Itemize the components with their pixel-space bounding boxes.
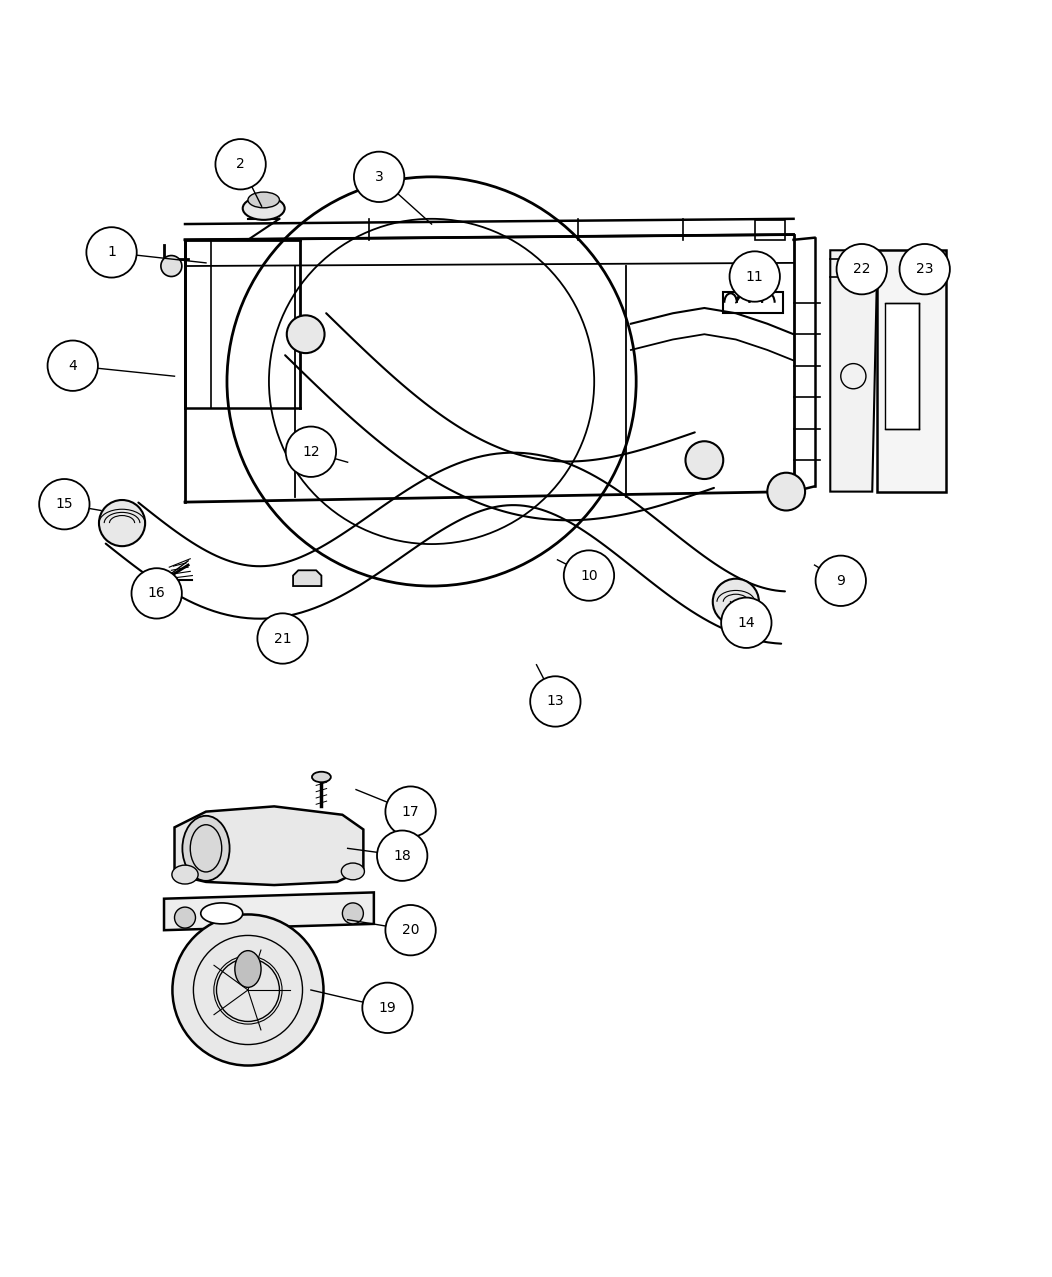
Circle shape bbox=[722, 598, 771, 647]
Circle shape bbox=[175, 907, 196, 928]
Text: 2: 2 bbox=[237, 157, 245, 171]
Polygon shape bbox=[877, 250, 946, 492]
Circle shape bbox=[729, 252, 780, 301]
Circle shape bbox=[815, 555, 866, 607]
Text: 15: 15 bbox=[56, 497, 74, 511]
Text: 13: 13 bbox=[547, 695, 564, 709]
Text: 3: 3 bbox=[375, 170, 384, 184]
Circle shape bbox=[530, 677, 581, 727]
Text: 22: 22 bbox=[853, 262, 870, 276]
Circle shape bbox=[377, 830, 427, 881]
Circle shape bbox=[99, 501, 145, 547]
Text: 23: 23 bbox=[916, 262, 933, 276]
Circle shape bbox=[564, 550, 614, 600]
Circle shape bbox=[173, 914, 324, 1065]
Ellipse shape bbox=[243, 197, 285, 220]
Circle shape bbox=[385, 787, 436, 836]
Circle shape bbox=[216, 139, 266, 189]
Circle shape bbox=[287, 315, 325, 354]
Ellipse shape bbox=[248, 192, 280, 208]
Text: 9: 9 bbox=[836, 573, 845, 587]
Ellipse shape bbox=[201, 903, 243, 923]
Ellipse shape bbox=[171, 865, 198, 884]
Text: 19: 19 bbox=[379, 1001, 397, 1015]
Circle shape bbox=[385, 905, 436, 955]
Text: 12: 12 bbox=[302, 444, 320, 458]
Ellipse shape bbox=[182, 816, 229, 881]
Text: 4: 4 bbox=[68, 359, 77, 373]
Ellipse shape bbox=[312, 771, 330, 783]
Text: 1: 1 bbox=[107, 245, 116, 259]
Circle shape bbox=[258, 613, 308, 664]
Text: 14: 14 bbox=[737, 616, 755, 630]
Text: 10: 10 bbox=[580, 568, 598, 582]
Circle shape bbox=[161, 255, 182, 277]
Circle shape bbox=[362, 982, 412, 1033]
Polygon shape bbox=[885, 303, 919, 429]
Text: 20: 20 bbox=[402, 923, 420, 937]
Text: 17: 17 bbox=[402, 805, 420, 819]
Circle shape bbox=[899, 244, 950, 295]
Text: 21: 21 bbox=[274, 632, 291, 645]
Circle shape bbox=[713, 578, 758, 624]
Polygon shape bbox=[294, 571, 322, 586]
Polygon shape bbox=[830, 250, 877, 492]
Text: 18: 18 bbox=[393, 849, 411, 863]
Ellipse shape bbox=[341, 863, 364, 880]
Circle shape bbox=[686, 442, 724, 479]
Circle shape bbox=[132, 568, 182, 618]
Circle shape bbox=[836, 244, 887, 295]
Circle shape bbox=[86, 227, 137, 277]
Ellipse shape bbox=[235, 950, 261, 987]
Polygon shape bbox=[164, 893, 373, 930]
Circle shape bbox=[767, 472, 805, 511]
Text: 11: 11 bbox=[746, 269, 764, 283]
Circle shape bbox=[353, 152, 404, 202]
Polygon shape bbox=[175, 806, 363, 885]
Text: 16: 16 bbox=[147, 586, 165, 600]
Circle shape bbox=[39, 479, 89, 530]
Circle shape bbox=[47, 341, 98, 391]
Circle shape bbox=[286, 427, 336, 476]
Circle shape bbox=[342, 903, 363, 923]
